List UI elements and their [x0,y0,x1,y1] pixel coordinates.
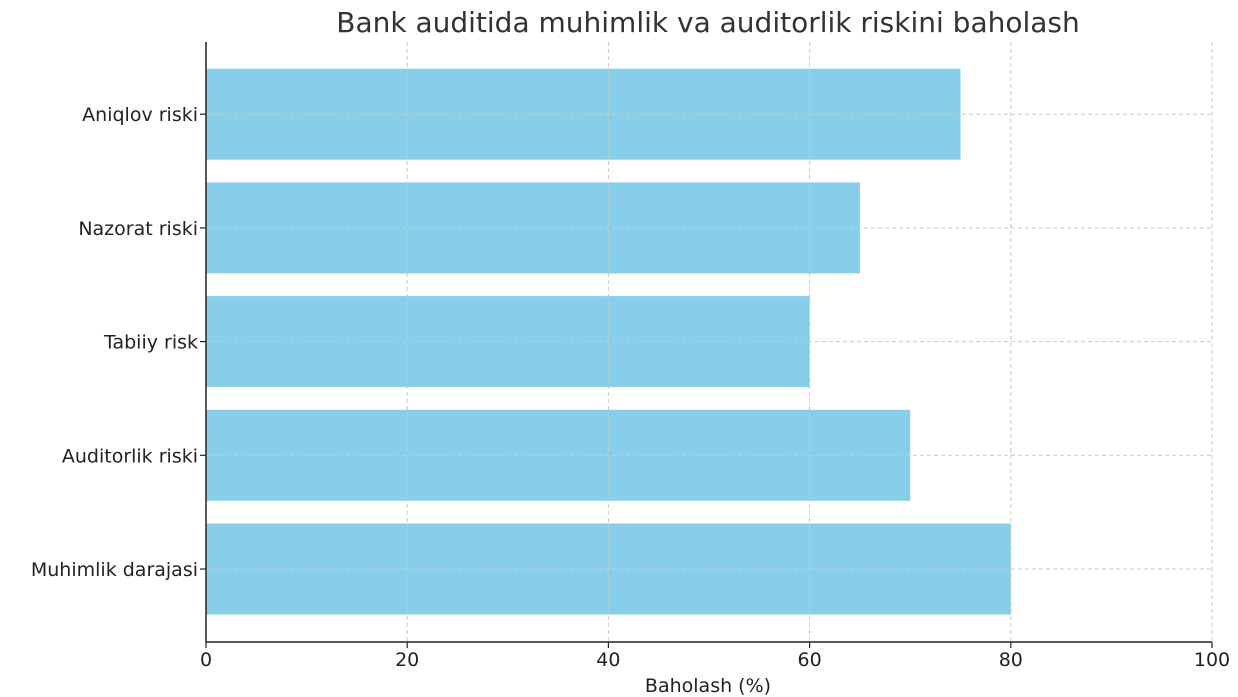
y-tick-label: Muhimlik darajasi [31,559,198,581]
x-tick-label: 60 [798,649,822,671]
x-tick-label: 80 [999,649,1023,671]
x-tick-label: 0 [200,649,212,671]
x-axis-ticks: 0 20 40 60 80 100 [200,642,1230,671]
x-axis-label: Baholash (%) [645,675,771,697]
x-tick-label: 100 [1194,649,1230,671]
y-axis-ticks: Muhimlik darajasi Auditorlik riski Tabiiy … [31,104,206,581]
y-tick-label: Nazorat riski [78,218,198,240]
bar [206,68,961,160]
y-tick-label: Aniqlov riski [82,104,198,126]
chart-title: Bank auditida muhimlik va auditorlik ris… [336,6,1080,39]
y-tick-label: Auditorlik riski [62,445,198,467]
y-tick-label: Tabiiy risk [103,332,198,354]
x-tick-label: 40 [596,649,620,671]
x-tick-label: 20 [395,649,419,671]
